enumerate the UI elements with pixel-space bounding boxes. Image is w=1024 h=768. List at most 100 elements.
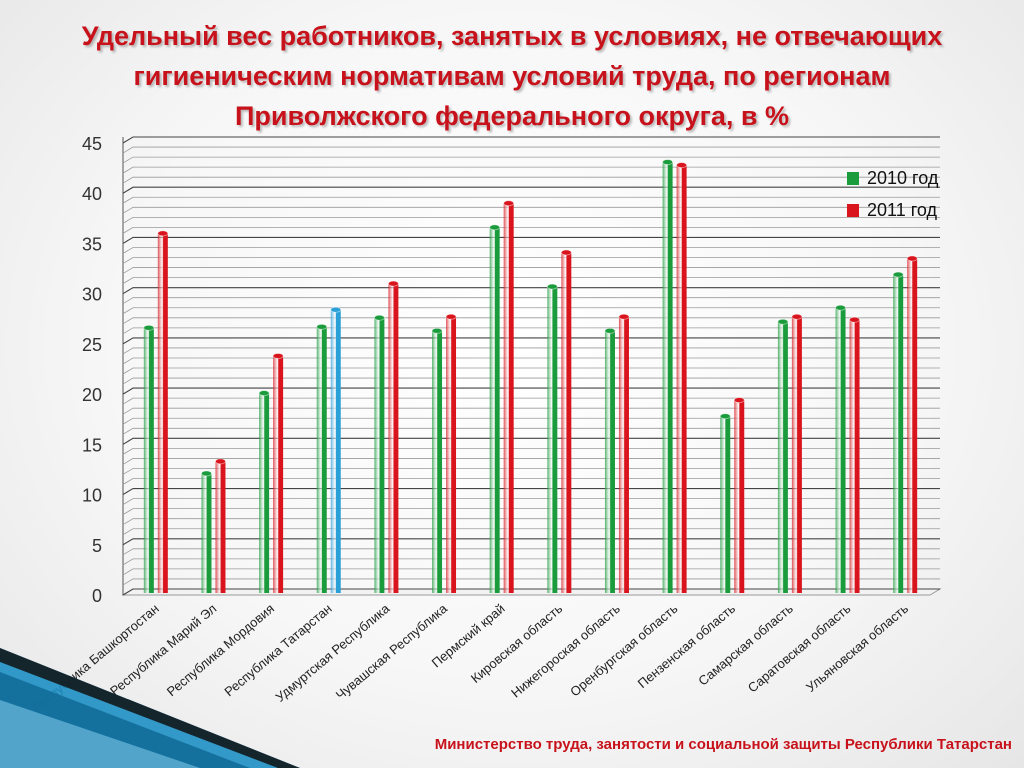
bar-cap — [215, 458, 226, 465]
bar-body — [330, 309, 341, 593]
x-category-label: Удмуртская Республика — [273, 600, 393, 704]
minor-gridline — [122, 226, 940, 234]
bar-body — [273, 355, 284, 593]
y-tick-label: 15 — [82, 435, 102, 455]
minor-gridline — [122, 578, 940, 586]
major-gridline — [122, 287, 940, 295]
bar-2011 — [906, 255, 918, 593]
x-category-label: Пензенская область — [635, 601, 739, 691]
bar-body — [503, 203, 514, 593]
title-line-3: Приволжского федерального округа, в % — [235, 101, 789, 131]
bar-2010 — [719, 413, 731, 593]
minor-gridline — [122, 216, 940, 224]
bar-cap — [719, 413, 731, 420]
minor-gridline — [122, 528, 940, 536]
bar-body — [791, 316, 802, 593]
gridlines — [122, 136, 940, 596]
bar-2011 — [445, 313, 457, 593]
bar-body — [201, 473, 212, 593]
minor-gridline — [122, 367, 940, 375]
y-tick-label: 0 — [92, 586, 102, 606]
bar-body — [835, 307, 846, 593]
minor-gridline — [122, 568, 940, 576]
bar-2010 — [604, 327, 616, 593]
bar-body — [388, 283, 399, 593]
minor-gridline — [122, 407, 940, 415]
legend-label-2010: 2010 год — [867, 168, 939, 188]
bar-2011 — [215, 458, 226, 593]
bar-2010 — [143, 324, 155, 593]
minor-gridline — [122, 447, 940, 455]
bar-cap — [662, 159, 674, 165]
legend-swatch-2010 — [847, 172, 859, 185]
minor-gridline — [122, 427, 940, 435]
x-category-label: Нижегороская область — [508, 601, 623, 701]
bar-body — [547, 286, 558, 593]
minor-gridline — [122, 257, 940, 264]
minor-gridline — [122, 166, 940, 174]
minor-gridline — [122, 267, 940, 274]
bar-2011 — [676, 162, 688, 593]
bar-body — [777, 321, 788, 593]
x-category-label: Самарская область — [695, 601, 796, 689]
bar-cap — [387, 280, 399, 287]
bar-2011 — [560, 249, 572, 594]
bar-body — [316, 326, 327, 593]
y-tick-label: 35 — [82, 234, 102, 254]
minor-gridline — [122, 458, 940, 465]
y-tick-label: 40 — [82, 184, 102, 204]
bar-cap — [791, 313, 803, 320]
bar-cap — [201, 470, 212, 477]
title-line-2: гигиеническим нормативам условий труда, … — [133, 61, 891, 91]
minor-gridline — [122, 518, 940, 526]
bar-2010 — [431, 327, 443, 593]
bar-body — [157, 233, 168, 593]
legend: 2010 год 2011 год — [847, 168, 939, 220]
bar-2010 — [373, 314, 385, 593]
bar-body — [374, 317, 385, 593]
major-gridline — [122, 236, 940, 244]
minor-gridline — [122, 347, 940, 355]
bar-2010 — [201, 470, 212, 593]
bar-2010 — [316, 323, 328, 593]
y-tick-label: 30 — [82, 285, 102, 305]
bar-body — [604, 330, 615, 593]
bar-2011 — [791, 313, 803, 593]
bar-cap — [618, 313, 630, 320]
bar-body — [662, 162, 673, 593]
x-category-label: Республика Татарстан — [221, 601, 334, 699]
major-gridline — [122, 186, 940, 194]
minor-gridline — [122, 247, 940, 254]
x-category-label: Чувашская Республика — [333, 600, 451, 702]
x-category-label: Ульяновская область — [803, 601, 911, 695]
bar-2010 — [662, 159, 674, 593]
bar-cap — [560, 249, 572, 256]
major-gridline — [122, 488, 940, 496]
bars — [143, 159, 918, 594]
bar-2011 — [618, 313, 630, 593]
minor-gridline — [122, 397, 940, 405]
x-category-label: Республика Марий Эл — [107, 601, 219, 699]
bar-body — [676, 165, 687, 593]
major-gridline — [122, 387, 940, 395]
minor-gridline — [122, 377, 940, 385]
bar-cap — [489, 224, 501, 231]
plot-frame — [121, 137, 942, 596]
y-tick-label: 5 — [92, 536, 102, 556]
bar-2011 — [387, 280, 399, 593]
bar-body — [143, 327, 154, 593]
minor-gridline — [122, 307, 940, 315]
minor-gridline — [122, 196, 940, 204]
y-tick-label: 20 — [82, 385, 102, 405]
y-tick-label: 45 — [82, 134, 102, 154]
major-gridline — [122, 538, 940, 546]
minor-gridline — [122, 548, 940, 556]
minor-gridline — [122, 357, 940, 365]
minor-gridline — [122, 277, 940, 284]
bar-body — [561, 252, 572, 594]
bar-cap — [431, 327, 443, 334]
minor-gridline — [122, 156, 940, 164]
bar-cap — [143, 324, 155, 331]
bar-cap — [316, 323, 328, 330]
